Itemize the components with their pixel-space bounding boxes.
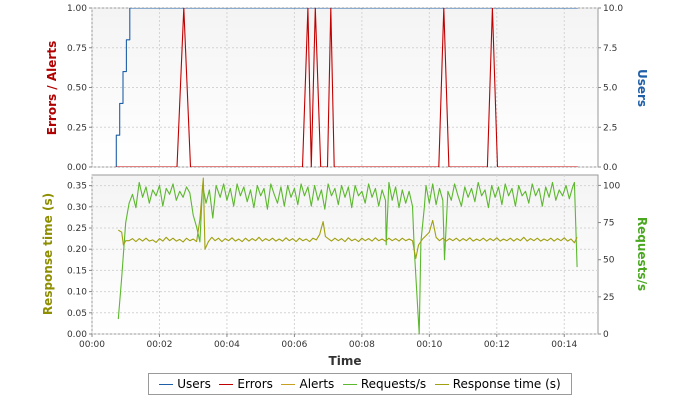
legend-item-response-time: Response time (s) [434,377,561,391]
x-tick-label: 00:02 [146,340,172,350]
series-line-requests-s [117,181,578,334]
bottom-left-axis-title: Response time (s) [41,193,55,315]
y-tick-label-right: 50 [603,256,615,266]
y-tick-label-left: 0.25 [67,123,87,133]
legend-item-errors: Errors [219,377,273,391]
tick-layer: 0.00 0.25 0.50 0.75 1.00 0.0 2.5 5.0 7.5 10.0 0.00… [67,4,623,350]
y-tick-label-right: 5.0 [603,84,618,94]
x-tick-label: 00:00 [79,340,105,350]
x-tick-label: 00:06 [281,340,307,350]
legend-item-users: Users [159,377,211,391]
x-tick-label: 00:14 [551,340,577,350]
legend-label-alerts: Alerts [299,377,335,391]
legend-swatch-response-time [434,383,449,385]
series-group [115,8,578,167]
bottom-plot-area [91,174,599,335]
y-tick-label-right: 100 [603,181,620,191]
legend-item-requests: Requests/s [342,377,427,391]
legend-label-errors: Errors [237,377,273,391]
series-line-response-time-s [118,177,578,260]
y-tick-label-left: 0.15 [67,266,87,276]
chart-legend: Users Errors Alerts Requests/s Response … [148,373,572,395]
y-tick-label-right: 2.5 [603,123,617,133]
x-tick-label: 00:04 [214,340,240,350]
top-left-axis-title: Errors / Alerts [45,41,59,135]
y-tick-label-right: 25 [603,293,614,303]
legend-swatch-users [159,383,174,385]
y-tick-label-left: 0.35 [67,182,87,192]
y-tick-label-left: 0.00 [67,330,87,340]
legend-swatch-requests [342,383,357,385]
legend-swatch-alerts [281,383,296,385]
y-tick-label-left: 0.75 [67,44,87,54]
y-tick-label-left: 0.50 [67,84,87,94]
top-right-axis-title: Users [635,69,649,107]
y-tick-label-left: 0.10 [67,288,87,298]
legend-swatch-errors [219,383,234,385]
y-tick-label-left: 0.00 [67,163,87,173]
y-tick-label-left: 0.20 [67,245,87,255]
y-tick-label-right: 0.0 [603,163,618,173]
series-group [117,177,578,334]
y-tick-label-right: 7.5 [603,44,617,54]
y-tick-label-left: 0.30 [67,203,87,213]
bottom-right-axis-title: Requests/s [635,217,649,291]
series-line-users [115,8,578,167]
y-tick-label-left: 1.00 [67,4,87,14]
legend-item-alerts: Alerts [281,377,334,391]
series-layer [115,8,578,334]
y-tick-label-left: 0.25 [67,224,87,234]
legend-label-response-time: Response time (s) [452,377,561,391]
y-tick-label-left: 0.05 [67,309,87,319]
y-tick-label-right: 10.0 [603,4,623,14]
x-tick-label: 00:08 [349,340,375,350]
y-tick-label-right: 0 [603,330,609,340]
legend-label-users: Users [177,377,211,391]
x-tick-label: 00:12 [484,340,510,350]
y-tick-label-right: 75 [603,219,614,229]
x-axis-title: Time [329,354,362,368]
x-tick-label: 00:10 [416,340,442,350]
legend-label-requests: Requests/s [360,377,427,391]
